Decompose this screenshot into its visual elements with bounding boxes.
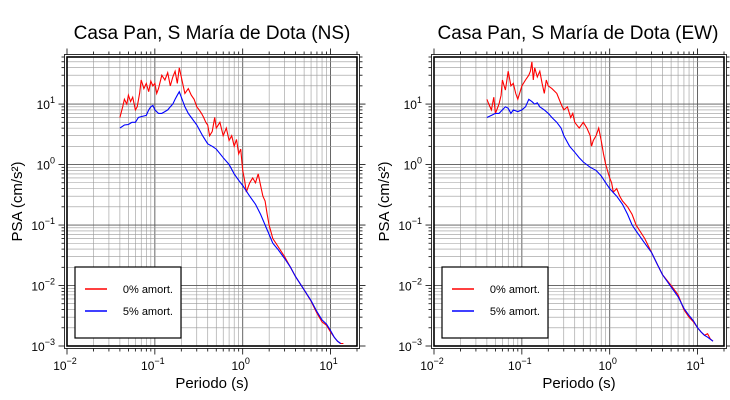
chart-panel-2: 10−2 10−1 100 101 10−3 10−2 10−1 100 101 Casa Pan… [376, 23, 730, 392]
legend-box [74, 266, 182, 339]
x-tick-label: 100 [232, 356, 250, 373]
x-tick-label: 10−1 [141, 356, 165, 373]
y-tick-label: 100 [404, 156, 422, 173]
y-axis-label: PSA (cm/s²) [9, 161, 26, 241]
legend-box [441, 266, 549, 339]
legend: 0% amort. 5% amort. [74, 266, 182, 339]
y-tick-label: 10−2 [398, 277, 422, 294]
legend-label: 0% amort. [123, 284, 173, 296]
series-line-damped [486, 98, 714, 342]
plot-frame [433, 56, 725, 347]
x-tick-label: 10−2 [420, 356, 444, 373]
x-tick-label: 100 [599, 356, 617, 373]
x-axis-label: Periodo (s) [175, 375, 248, 392]
x-tick-label: 101 [686, 356, 704, 373]
y-tick-label: 10−3 [398, 337, 422, 354]
ticks [58, 48, 366, 355]
legend: 0% amort. 5% amort. [441, 266, 549, 339]
series-line-damped [119, 90, 341, 344]
y-tick-label: 101 [37, 95, 55, 112]
legend-label: 5% amort. [490, 306, 540, 318]
y-tick-label: 101 [404, 95, 422, 112]
y-tick-label: 10−3 [31, 337, 55, 354]
x-tick-label: 10−2 [53, 356, 77, 373]
plot-frame-outer [431, 54, 727, 349]
legend-label: 5% amort. [123, 306, 173, 318]
chart-title: Casa Pan, S María de Dota (EW) [438, 23, 719, 44]
y-tick-label: 10−2 [31, 277, 55, 294]
y-tick-label: 10−1 [398, 216, 422, 233]
series-line-undamped [119, 67, 344, 345]
legend-label: 0% amort. [490, 284, 540, 296]
x-tick-label: 10−1 [508, 356, 532, 373]
plot-frame-outer [64, 54, 360, 349]
ticks [425, 48, 730, 355]
chart-title: Casa Pan, S María de Dota (NS) [74, 23, 351, 44]
chart-panel-1: 10−2 10−1 100 101 10−3 10−2 10−1 100 101 Casa Pan… [9, 23, 366, 392]
y-tick-label: 10−1 [31, 216, 55, 233]
x-tick-label: 101 [319, 356, 337, 373]
y-tick-label: 100 [37, 156, 55, 173]
x-axis-label: Periodo (s) [542, 375, 615, 392]
plot-frame [66, 56, 358, 347]
y-axis-label: PSA (cm/s²) [376, 161, 393, 241]
